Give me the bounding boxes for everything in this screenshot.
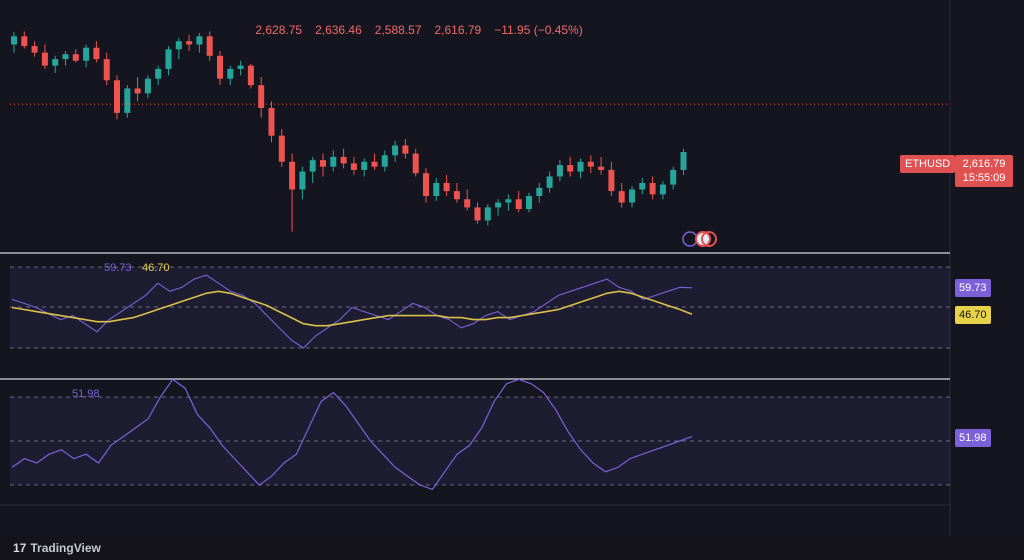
rsi-band bbox=[10, 267, 950, 348]
open-value: 2,628.75 bbox=[255, 23, 303, 37]
footer-bar bbox=[0, 536, 1024, 560]
candle-body bbox=[608, 169, 615, 192]
candle-body bbox=[83, 47, 90, 61]
ohlc-legend: 2,628.75 2,636.46 2,588.57 2,616.79 −11.95 (… bbox=[242, 9, 596, 51]
candle-body bbox=[556, 165, 563, 177]
candle-body bbox=[598, 166, 605, 170]
candle-body bbox=[649, 182, 656, 195]
candle-body bbox=[299, 171, 306, 190]
symbol-label: ETHUSD bbox=[900, 155, 956, 173]
candle-body bbox=[289, 161, 296, 190]
candle-body bbox=[659, 184, 666, 195]
rsi-ma-line bbox=[11, 290, 693, 327]
change-value: −11.95 (−0.45%) bbox=[494, 23, 583, 37]
candle-body bbox=[278, 135, 285, 162]
candle-body bbox=[495, 202, 502, 208]
candle-body bbox=[443, 182, 450, 192]
candle-body bbox=[320, 160, 326, 167]
candle-body bbox=[114, 80, 120, 113]
candle-body bbox=[587, 161, 594, 167]
candle-body bbox=[464, 199, 471, 208]
candle-body bbox=[392, 145, 399, 156]
brand-label: TradingView bbox=[30, 541, 101, 555]
rsi-axis-tag: 59.73 bbox=[955, 279, 991, 297]
high-value: 2,636.46 bbox=[315, 23, 362, 37]
ma-legend-value: 46.70 bbox=[142, 262, 170, 274]
candle-body bbox=[134, 88, 141, 94]
candle-body bbox=[567, 165, 574, 172]
candle-body bbox=[412, 153, 419, 174]
candle-body bbox=[402, 145, 409, 154]
tradingview-brand[interactable]: 17 TradingView bbox=[13, 541, 101, 555]
candle-body bbox=[629, 189, 635, 203]
candle-body bbox=[227, 68, 234, 79]
candle-body bbox=[423, 173, 429, 196]
candle-body bbox=[577, 161, 584, 172]
candle-body bbox=[381, 155, 388, 167]
candle-body bbox=[237, 65, 244, 69]
candle-body bbox=[361, 161, 368, 170]
candle-body bbox=[62, 54, 69, 60]
last-price-value: 2,616.79 bbox=[962, 158, 1006, 170]
candle-body bbox=[453, 191, 460, 200]
candle-body bbox=[268, 108, 275, 136]
rsi-line bbox=[11, 274, 693, 349]
candle-body bbox=[31, 46, 38, 53]
candle-body bbox=[11, 36, 17, 45]
chart-background bbox=[0, 0, 1024, 536]
candle-body bbox=[433, 182, 440, 196]
candle-body bbox=[639, 182, 646, 190]
candle-body bbox=[258, 85, 265, 108]
countdown-value: 15:55:09 bbox=[962, 172, 1006, 184]
candle-body bbox=[52, 59, 59, 66]
candle-body bbox=[680, 152, 687, 170]
candle-body bbox=[247, 65, 254, 86]
candle-body bbox=[515, 199, 522, 210]
candle-body bbox=[526, 196, 532, 210]
ma-axis-tag: 46.70 bbox=[955, 306, 991, 324]
candle-body bbox=[21, 36, 28, 47]
candle-body bbox=[175, 41, 182, 50]
panel2-band bbox=[10, 397, 950, 485]
panel2-legend-value: 51.98 bbox=[72, 388, 100, 400]
candle-body bbox=[536, 187, 543, 196]
candle-body bbox=[206, 36, 213, 56]
candle-body bbox=[144, 78, 151, 94]
candle-body bbox=[217, 55, 223, 79]
candle-body bbox=[309, 160, 316, 172]
close-value: 2,616.79 bbox=[434, 23, 482, 37]
candle-body bbox=[330, 156, 337, 167]
candle-body bbox=[124, 88, 131, 113]
candle-body bbox=[484, 207, 491, 221]
candle-body bbox=[371, 161, 378, 167]
candle-body bbox=[103, 59, 110, 81]
candle-body bbox=[196, 36, 203, 45]
candle-body bbox=[546, 176, 553, 188]
event-marker-icon bbox=[701, 231, 717, 247]
panel2-line bbox=[11, 378, 693, 491]
last-price-label: 2,616.79 15:55:09 bbox=[955, 155, 1013, 187]
candle-body bbox=[474, 207, 481, 221]
candle-body bbox=[670, 169, 677, 185]
tradingview-logo-icon: 17 bbox=[13, 541, 27, 555]
candle-body bbox=[93, 47, 100, 60]
candle-body bbox=[41, 52, 48, 66]
candle-body bbox=[155, 68, 162, 79]
candle-body bbox=[72, 54, 79, 61]
candle-body bbox=[165, 49, 172, 69]
candle-body bbox=[340, 156, 347, 164]
candle-body bbox=[186, 41, 193, 45]
candle-body bbox=[505, 199, 512, 203]
candle-body bbox=[350, 163, 357, 170]
panel2-axis-tag: 51.98 bbox=[955, 429, 991, 447]
candle-body bbox=[618, 191, 625, 203]
rsi-legend-value: 59.73 bbox=[104, 262, 132, 274]
low-value: 2,588.57 bbox=[374, 23, 422, 37]
